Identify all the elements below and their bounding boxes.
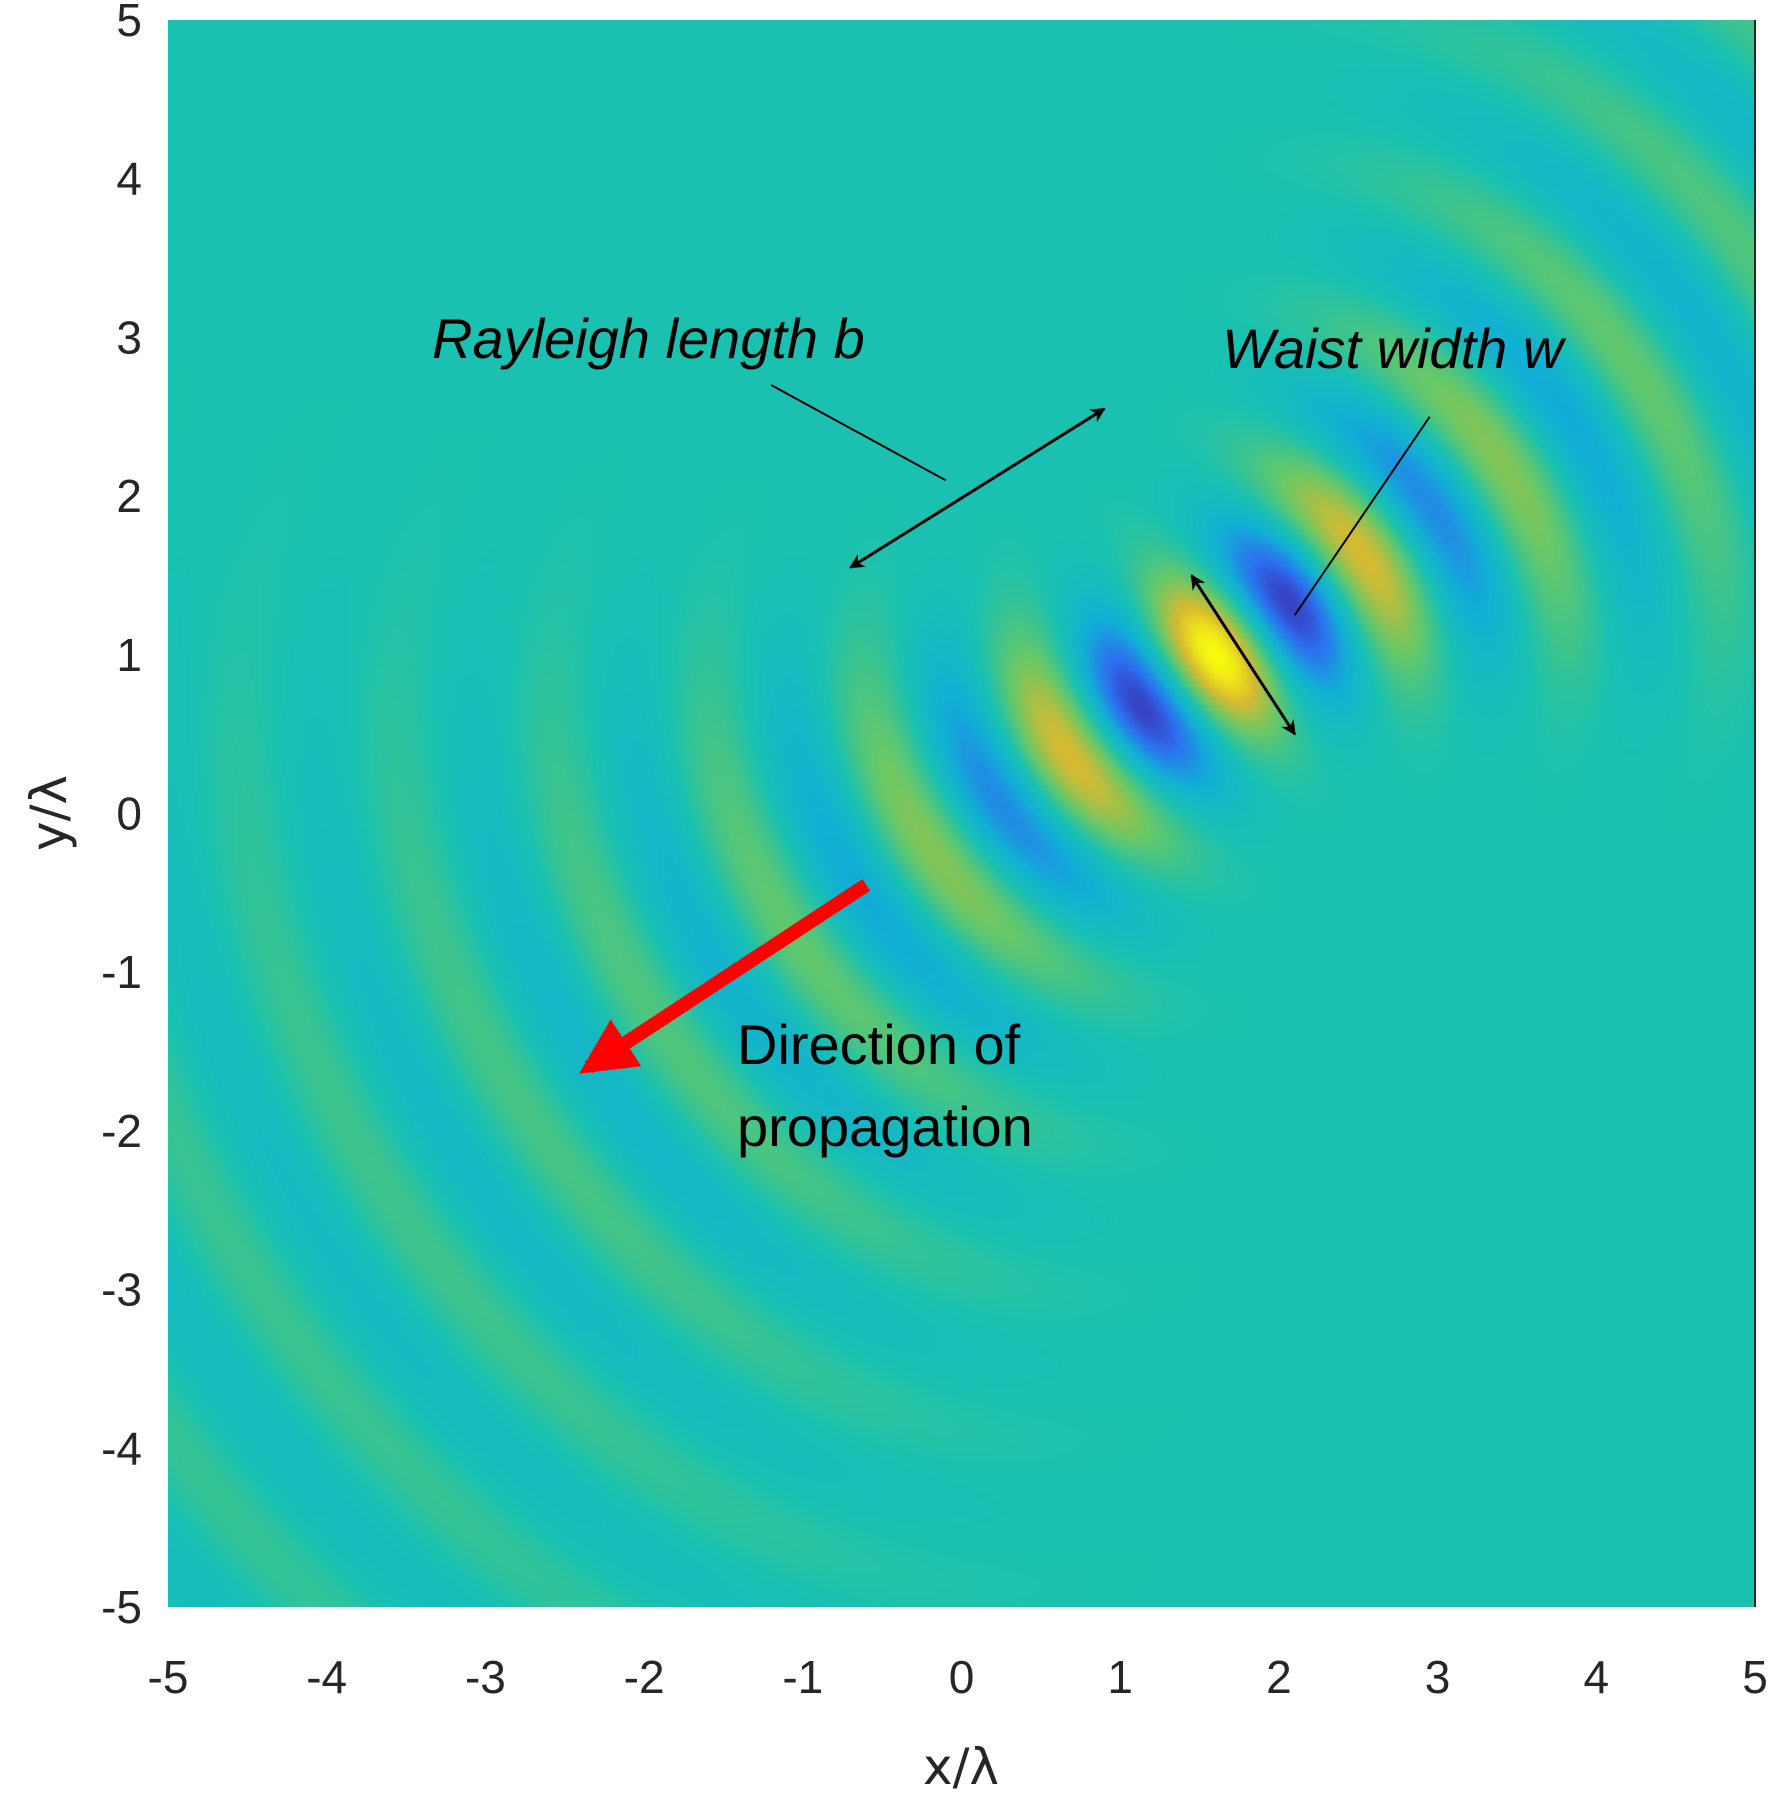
y-tick-label: 4 — [116, 153, 142, 205]
y-tick-label: 3 — [116, 311, 142, 363]
x-tick-label: 1 — [1107, 1651, 1133, 1703]
annotations: Rayleigh length b Waist width w Directio… — [432, 307, 1567, 1158]
y-tick-label: 1 — [116, 629, 142, 681]
y-tick-labels: -5 -4 -3 -2 -1 0 1 2 3 4 5 — [101, 0, 142, 1633]
x-tick-label: 2 — [1266, 1651, 1292, 1703]
x-tick-label: 0 — [949, 1651, 975, 1703]
y-axis-label: y/λ — [20, 775, 78, 851]
rayleigh-length-leader-line — [770, 384, 947, 482]
y-tick-label: -3 — [101, 1264, 142, 1316]
plot-area — [168, 20, 1755, 1607]
x-tick-label: 4 — [1584, 1651, 1610, 1703]
y-tick-label: 2 — [116, 470, 142, 522]
x-tick-label: -2 — [624, 1651, 665, 1703]
x-tick-label: 5 — [1742, 1651, 1768, 1703]
x-tick-label: -3 — [465, 1651, 506, 1703]
x-tick-label: 3 — [1425, 1651, 1451, 1703]
x-tick-label: -1 — [782, 1651, 823, 1703]
propagation-direction-arrow — [579, 879, 871, 1074]
y-tick-label: 0 — [116, 788, 142, 840]
x-tick-labels: -5 -4 -3 -2 -1 0 1 2 3 4 5 — [148, 1651, 1768, 1703]
y-tick-label: -5 — [101, 1581, 142, 1633]
y-tick-label: -4 — [101, 1422, 142, 1474]
propagation-label-line-1: Direction of — [737, 1013, 1021, 1076]
x-tick-label: -5 — [148, 1651, 189, 1703]
x-axis-label: x/λ — [923, 1738, 999, 1795]
waist-width-arrow — [1190, 574, 1297, 736]
y-tick-label: 5 — [116, 0, 142, 46]
waist-width-label: Waist width w — [1222, 317, 1567, 380]
y-tick-label: -2 — [101, 1105, 142, 1157]
rayleigh-length-label: Rayleigh length b — [432, 307, 865, 370]
waist-width-leader-line — [1293, 416, 1431, 616]
propagation-label-line-2: propagation — [737, 1095, 1033, 1158]
rayleigh-length-arrow — [849, 407, 1106, 569]
x-tick-label: -4 — [306, 1651, 347, 1703]
wave-field-heatmap — [168, 20, 1755, 1607]
y-tick-label: -1 — [101, 946, 142, 998]
